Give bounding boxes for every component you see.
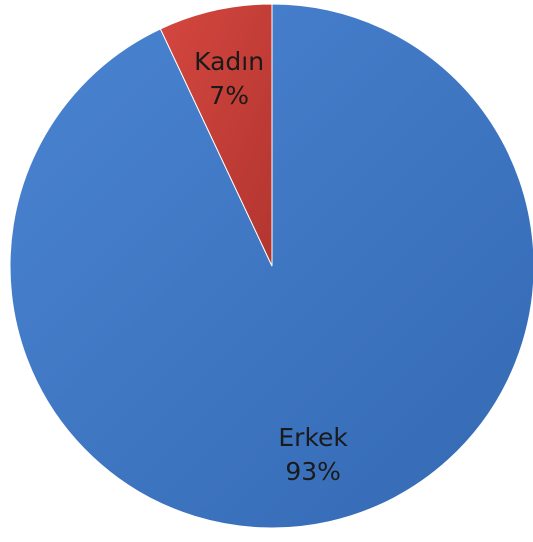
labels-layer: Erkek 93% Kadın 7% (194, 47, 348, 486)
slice-label-percent: 7% (209, 81, 249, 110)
pie-slice-kad-n (159, 3, 273, 267)
slice-label-name: Kadın (194, 47, 264, 76)
slice-label-percent: 93% (285, 457, 341, 486)
slice-label-name: Erkek (278, 423, 348, 452)
slices-layer (9, 3, 533, 529)
